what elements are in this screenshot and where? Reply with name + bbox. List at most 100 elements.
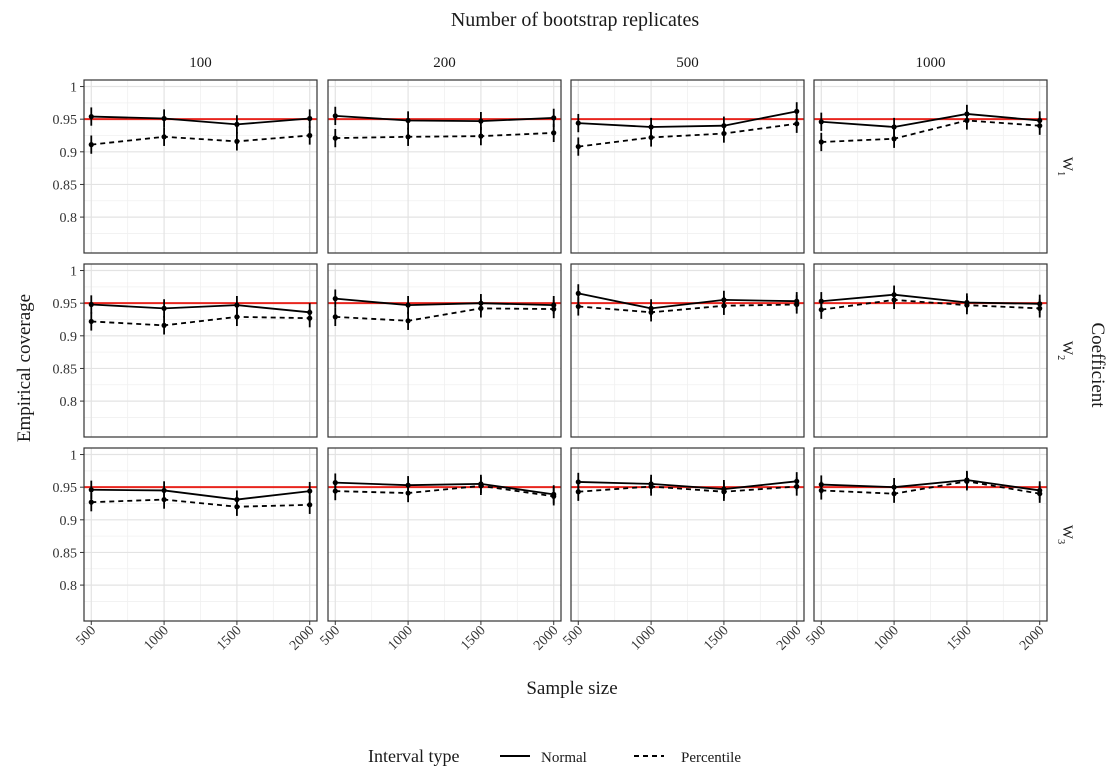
row-strip-subscript: 1	[1055, 171, 1066, 176]
data-point	[794, 121, 800, 127]
y-tick-label: 0.9	[60, 146, 78, 161]
data-point	[648, 124, 654, 130]
data-point	[161, 496, 167, 503]
data-point	[648, 309, 654, 315]
series-line-percentile	[91, 134, 310, 146]
row-strip-label: W2	[1055, 341, 1075, 360]
series-line-normal	[578, 110, 797, 128]
y-tick-label: 0.85	[53, 546, 78, 561]
x-tick-label: 1500	[458, 623, 488, 653]
series-line-normal	[91, 303, 310, 314]
data-point	[405, 490, 411, 496]
data-point	[818, 139, 824, 145]
series-line-normal	[335, 481, 554, 496]
chart-title: Number of bootstrap replicates	[451, 9, 699, 31]
data-point	[88, 301, 94, 308]
facet-panel: 500 1000 1500 2000	[804, 447, 1048, 654]
data-point	[307, 315, 313, 321]
data-point	[551, 115, 557, 121]
y-tick-label: 1	[70, 449, 77, 464]
data-point	[405, 134, 411, 140]
panel-border	[813, 263, 1048, 438]
data-point	[1037, 305, 1043, 311]
legend: Interval type Normal Percentile	[368, 746, 741, 766]
data-point	[88, 142, 94, 148]
data-point	[721, 489, 727, 495]
data-point	[575, 303, 581, 310]
data-point	[332, 296, 338, 302]
data-point	[478, 483, 484, 489]
y-tick-label: 0.9	[60, 514, 78, 529]
data-point	[88, 318, 94, 325]
facet-panel: 500 1000 1500 2000	[561, 447, 805, 654]
facet-panel	[327, 263, 562, 438]
y-axis-title: Empirical coverage	[14, 294, 35, 442]
facet-panel	[813, 263, 1048, 438]
facet-panel: 0.8 0.85 0.9 0.95 1	[53, 263, 318, 438]
data-point	[794, 483, 800, 490]
data-point	[161, 134, 167, 140]
series-line-percentile	[91, 498, 310, 508]
row-facet-title: Coefficient	[1087, 322, 1108, 408]
data-point	[1037, 123, 1043, 129]
series-line-normal	[91, 115, 310, 126]
y-tick-label: 0.8	[60, 395, 78, 410]
data-point	[575, 143, 581, 150]
data-point	[964, 302, 970, 308]
facet-panel	[570, 263, 805, 438]
x-tick-label: 500	[561, 623, 586, 648]
data-point	[234, 504, 240, 510]
column-strip-label: 100	[189, 55, 212, 71]
data-point	[234, 302, 240, 308]
panel-border	[327, 263, 562, 438]
series-line-percentile	[578, 122, 797, 148]
data-point	[891, 136, 897, 142]
series-line-normal	[335, 115, 554, 123]
data-point	[405, 117, 411, 124]
x-tick-label: 1000	[629, 623, 659, 653]
panel-border	[327, 447, 562, 622]
column-strip-label: 500	[676, 55, 699, 71]
data-point	[478, 305, 484, 311]
series-line-percentile	[335, 307, 554, 322]
x-tick-label: 1500	[701, 623, 731, 653]
data-point	[332, 488, 338, 494]
data-point	[161, 322, 167, 328]
series-line-normal	[578, 480, 797, 491]
data-point	[332, 113, 338, 119]
row-strip-text: W1	[1055, 157, 1075, 176]
y-tick-label: 0.85	[53, 362, 78, 377]
x-tick-label: 500	[74, 623, 99, 648]
y-tick-label: 1	[70, 265, 77, 280]
x-tick-label: 1500	[214, 623, 244, 653]
data-point	[964, 117, 970, 124]
row-strip-letter: W	[1059, 157, 1075, 172]
x-tick-label: 2000	[1017, 623, 1047, 653]
series-line-normal	[578, 292, 797, 310]
row-strip-subscript: 3	[1055, 539, 1066, 544]
data-point	[721, 130, 727, 137]
series-line-percentile	[578, 303, 797, 314]
data-point	[648, 483, 654, 490]
data-point	[1037, 491, 1043, 497]
series-line-percentile	[335, 131, 554, 140]
data-point	[478, 133, 484, 139]
data-point	[551, 306, 557, 312]
data-point	[575, 290, 581, 296]
data-point	[551, 493, 557, 499]
y-tick-label: 1	[70, 81, 77, 96]
panel-border	[83, 447, 318, 622]
row-strip-label: W1	[1055, 157, 1075, 176]
y-tick-label: 0.8	[60, 579, 78, 594]
row-strip-letter: W	[1059, 525, 1075, 540]
data-point	[88, 113, 94, 120]
data-point	[575, 120, 581, 126]
series-line-percentile	[821, 119, 1040, 143]
y-tick-label: 0.95	[53, 113, 78, 128]
data-point	[88, 499, 94, 505]
data-point	[891, 297, 897, 303]
data-point	[307, 132, 313, 139]
series-line-percentile	[821, 480, 1040, 495]
data-point	[234, 314, 240, 320]
